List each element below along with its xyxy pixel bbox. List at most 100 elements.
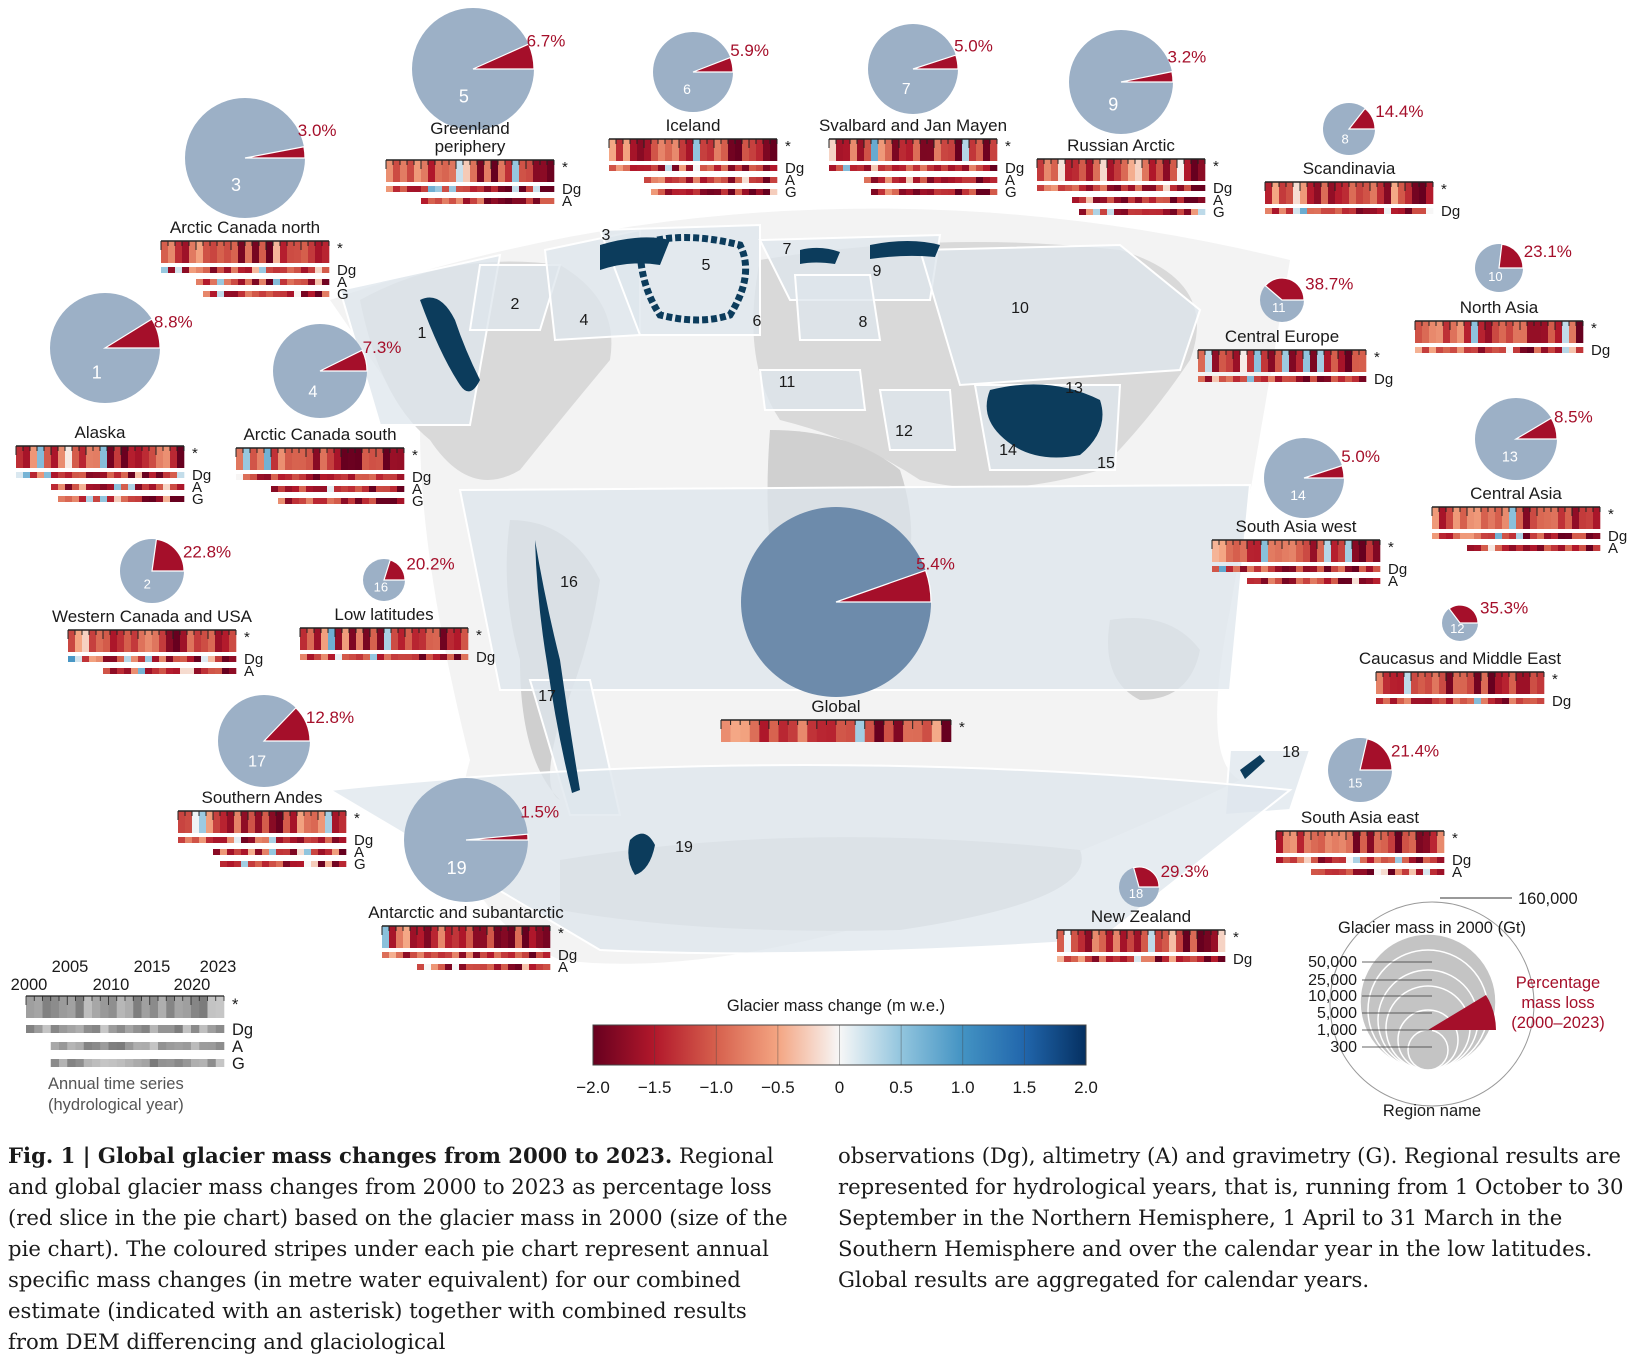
region-name: Scandinavia xyxy=(1303,159,1396,178)
stripe-row-label: * xyxy=(562,159,568,176)
pie-loss-slice-1 xyxy=(102,318,161,349)
glacier-alaska xyxy=(420,297,480,392)
pie-percentage-label: 29.3% xyxy=(1161,862,1209,881)
legend-year-label: 2005 xyxy=(52,958,89,976)
stripe-row-label: G xyxy=(1005,184,1017,201)
legend-loss-label: mass loss xyxy=(1521,994,1594,1012)
stripe-row-label: A xyxy=(244,663,254,680)
stripe-row-label: * xyxy=(244,629,250,646)
pie-percentage-label: 8.5% xyxy=(1554,408,1593,427)
stripe-row-Dg: Dg xyxy=(1212,561,1407,578)
glacier-greenland xyxy=(636,234,750,324)
region-name: Caucasus and Middle East xyxy=(1359,649,1562,668)
legend-size-value: 50,000 xyxy=(1308,954,1357,971)
pie-region-number: 6 xyxy=(683,81,691,97)
colorbar-tick-label: 0.5 xyxy=(889,1078,913,1097)
stripe-row-Dg: Dg xyxy=(382,947,577,964)
pie-loss-slice-9 xyxy=(1120,70,1174,83)
legend-row-label: A xyxy=(232,1038,243,1056)
stripe-row-combined: * xyxy=(1431,506,1614,529)
figure-caption: Fig. 1 | Global glacier mass changes fro… xyxy=(8,1140,1628,1354)
region-panel-11: 11 38.7% Central Europe * Dg xyxy=(1197,274,1393,388)
map-region-label-7: 7 xyxy=(783,241,792,258)
pie-loss-slice-7 xyxy=(912,54,959,70)
stripe-row-combined: * xyxy=(177,810,360,833)
stripe-row-Dg: Dg xyxy=(1415,342,1610,359)
stripe-row-combined: * xyxy=(1375,671,1558,694)
pie-percentage-label: 5.9% xyxy=(730,41,769,60)
pie-percentage-label: 5.0% xyxy=(1341,447,1380,466)
stripe-row-label: G xyxy=(192,491,204,508)
legend-size-value: 10,000 xyxy=(1308,988,1357,1005)
region-name: Arctic Canada south xyxy=(243,425,396,444)
pie-region-number: 1 xyxy=(92,362,102,382)
pie-percentage-label: 6.7% xyxy=(527,32,566,51)
pie-percentage-label: 1.5% xyxy=(520,802,559,821)
glacier-arctic-canada xyxy=(600,237,670,270)
stripe-row-G: G xyxy=(203,286,349,303)
region-panel-12: 12 35.3% Caucasus and Middle East * Dg xyxy=(1359,599,1571,710)
stripe-row-label: A xyxy=(354,844,364,861)
region-box-2 xyxy=(468,264,562,331)
stripe-row-combined: * xyxy=(720,719,965,742)
stripe-row-combined: * xyxy=(67,629,250,652)
stripe-row-label: Dg xyxy=(244,651,263,668)
pie-region-number: 12 xyxy=(1450,621,1464,636)
legend-row-label: * xyxy=(232,996,239,1014)
legend-year-label: 2020 xyxy=(174,976,211,994)
region-name-line2: periphery xyxy=(435,137,506,156)
stripe-row-Dg: Dg xyxy=(1376,693,1571,710)
stripe-row-Dg: Dg xyxy=(236,469,431,486)
stripe-row-label: * xyxy=(1374,349,1380,366)
stripe-row-combined: * xyxy=(160,240,343,263)
colorbar-tick-label: 0 xyxy=(835,1078,844,1097)
stripe-row-label: * xyxy=(192,445,198,462)
legend-size-value: 160,000 xyxy=(1518,890,1578,908)
pie-percentage-label: 5.0% xyxy=(954,37,993,56)
stripe-row-label: Dg xyxy=(1552,693,1571,710)
stripe-row-label: A xyxy=(785,172,795,189)
stripe-row-label: Dg xyxy=(785,160,804,177)
pie-loss-slice-global xyxy=(835,569,932,603)
stripe-row-G: G xyxy=(871,184,1017,201)
pie-percentage-label: 14.4% xyxy=(1375,102,1423,121)
stripe-row-label: * xyxy=(1608,506,1614,523)
colorbar-tick-label: −2.0 xyxy=(576,1078,610,1097)
stripe-row-A: A xyxy=(103,663,254,680)
pie-loss-slice-14 xyxy=(1303,464,1345,479)
glacier-svalbard xyxy=(800,247,840,264)
stripe-row-label: A xyxy=(558,959,568,976)
map-region-label-3: 3 xyxy=(602,227,611,244)
legend-loss-label: Percentage xyxy=(1516,974,1600,992)
legend-size-value: 25,000 xyxy=(1308,972,1357,989)
map-region-label-10: 10 xyxy=(1011,300,1029,317)
pie-loss-slice-8 xyxy=(1347,107,1376,130)
pie-region-number: 4 xyxy=(308,383,317,401)
region-panel-13: 13 8.5% Central Asia * DgA xyxy=(1431,398,1627,557)
stripe-row-label: Dg xyxy=(1591,342,1610,359)
stripe-row-Dg: Dg xyxy=(829,160,1024,177)
legend-year-label: 2000 xyxy=(11,976,48,994)
pie-percentage-label: 3.2% xyxy=(1168,47,1207,66)
stripe-row-A: A xyxy=(51,479,202,496)
pie-region-number: 8 xyxy=(1341,131,1348,146)
colorbar-tick-label: −1.5 xyxy=(638,1078,672,1097)
region-panel-14: 14 5.0% South Asia west * DgA xyxy=(1211,438,1407,590)
pie-percentage-label: 5.4% xyxy=(916,555,955,574)
region-name: Arctic Canada north xyxy=(170,218,320,237)
legend-series-caption-2: (hydrological year) xyxy=(48,1096,184,1114)
region-panel-2: 2 22.8% Western Canada and USA * DgA xyxy=(52,538,263,680)
stripe-row-label: * xyxy=(1591,320,1597,337)
glacier-antarctic-peninsula xyxy=(628,833,655,875)
map-region-label-11: 11 xyxy=(779,374,796,391)
stripe-row-combined: * xyxy=(608,138,791,161)
pie-region-number: 13 xyxy=(1502,450,1518,466)
stripe-row-A: A xyxy=(1247,573,1398,590)
glacier-high-mountain-asia xyxy=(986,384,1103,458)
region-box-8 xyxy=(793,274,882,341)
map-region-label-16: 16 xyxy=(560,574,578,591)
